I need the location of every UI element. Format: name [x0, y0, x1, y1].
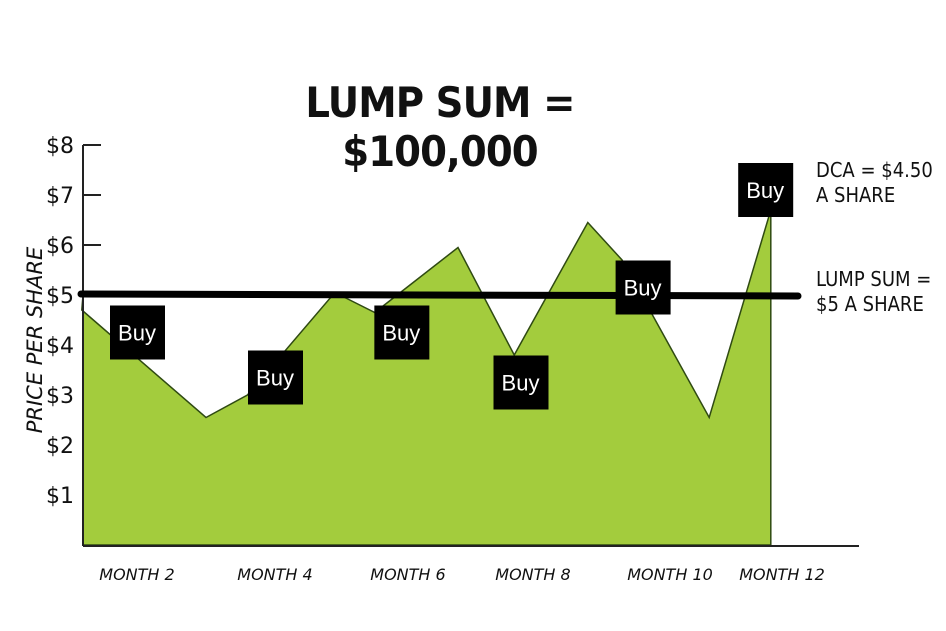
lump-sum-annotation: LUMP SUM = $5 A SHARE	[816, 267, 931, 317]
buy-marker-label: Buy	[746, 178, 784, 203]
x-tick-label: MONTH 8	[495, 565, 570, 584]
buy-marker-label: Buy	[624, 276, 662, 301]
price-area	[81, 209, 772, 546]
y-tick-label: $4	[46, 334, 74, 359]
buy-marker-box	[110, 305, 165, 360]
y-tick-label: $6	[46, 234, 74, 259]
y-tick-label: $2	[46, 434, 74, 459]
buy-marker-label: Buy	[502, 371, 540, 396]
x-tick-label: MONTH 6	[370, 565, 445, 584]
buy-marker-box	[615, 260, 671, 315]
x-tick-label: MONTH 2	[99, 565, 174, 584]
dca-line-1: DCA = $4.50	[816, 158, 933, 182]
y-tick-label: $1	[46, 484, 74, 509]
x-tick-label: MONTH 12	[739, 565, 825, 584]
x-tick-label: MONTH 4	[237, 565, 312, 584]
buy-marker-label: Buy	[382, 321, 420, 346]
buy-marker-box	[248, 350, 303, 405]
buy-marker-box	[493, 355, 549, 410]
y-tick-label: $8	[46, 134, 74, 159]
buy-marker-box	[374, 305, 430, 360]
buy-marker-box	[738, 163, 794, 217]
buy-marker-label: Buy	[256, 366, 294, 391]
lump-line-1: LUMP SUM =	[816, 267, 932, 291]
chart-title: LUMP SUM = $100,000	[305, 78, 575, 176]
y-tick-label: $5	[46, 284, 74, 309]
x-tick-label: MONTH 10	[627, 565, 713, 584]
dca-line-2: A SHARE	[816, 183, 896, 207]
lump-line-2: $5 A SHARE	[816, 292, 924, 316]
y-tick-label: $3	[46, 384, 74, 409]
buy-marker-label: Buy	[118, 321, 156, 346]
lump-sum-line	[77, 290, 802, 300]
y-tick-label: $7	[46, 184, 74, 209]
y-axis-label: PRICE PER SHARE	[23, 246, 47, 433]
dca-annotation: DCA = $4.50 A SHARE	[816, 158, 933, 208]
